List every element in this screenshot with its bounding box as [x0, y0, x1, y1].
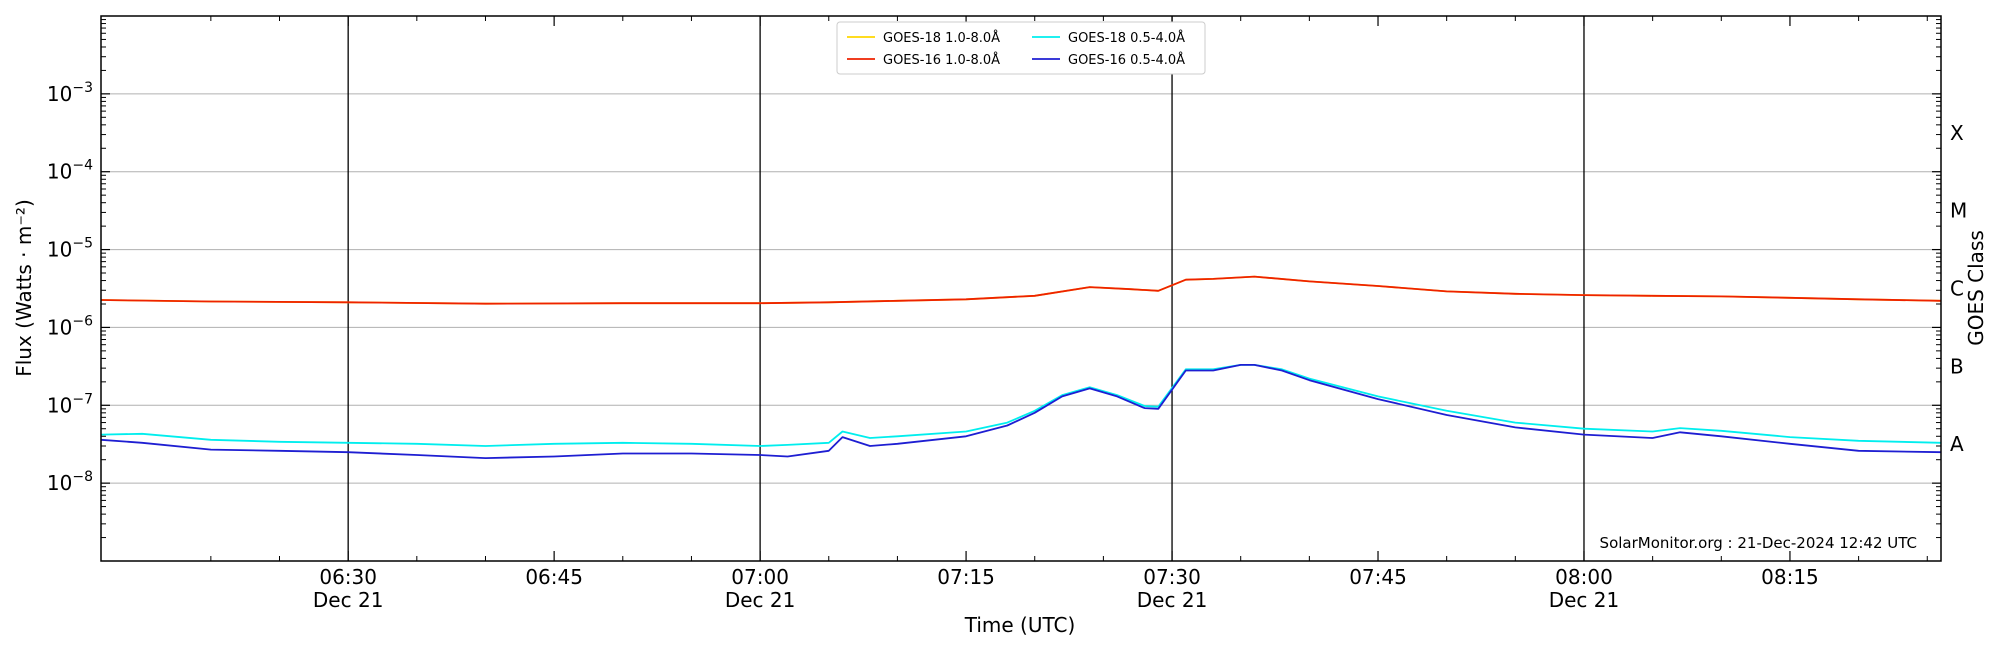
x-tick-label: 07:15: [937, 565, 995, 589]
x-tick-label: 08:15: [1761, 565, 1819, 589]
x-tick-label: 06:45: [525, 565, 583, 589]
series-line: [100, 275, 1942, 305]
series-layer: [100, 275, 1942, 460]
y-tick-label: 10−6: [47, 313, 93, 339]
plot-frame: [100, 15, 1942, 562]
x-tick-label: 07:00: [731, 565, 789, 589]
ticks-layer: [101, 16, 1941, 561]
x-tick-label: 07:45: [1349, 565, 1407, 589]
grid-layer: [101, 93, 1941, 484]
legend-label: GOES-18 1.0-8.0Å: [883, 30, 1000, 46]
x-tick-label: 06:30: [319, 565, 377, 589]
x-tick-sublabel: Dec 21: [1549, 588, 1620, 612]
legend-label: GOES-18 0.5-4.0Å: [1068, 30, 1185, 46]
y-tick-labels: 10−8 10−7 10−6 10−5 10−4 10−3: [47, 80, 93, 495]
goes-class-label: X: [1950, 121, 1964, 145]
goes-class-label: A: [1950, 432, 1964, 456]
y-tick-label: 10−5: [47, 236, 93, 262]
y-tick-label: 10−8: [47, 469, 93, 495]
watermark-text: SolarMonitor.org : 21-Dec-2024 12:42 UTC: [1600, 534, 1917, 552]
y-axis-title: Flux (Watts · m⁻²): [12, 199, 36, 377]
goes-class-label: C: [1950, 277, 1964, 301]
x-tick-sublabel: Dec 21: [725, 588, 796, 612]
x-tick-sublabel: Dec 21: [1137, 588, 1208, 612]
x-tick-label: 07:30: [1143, 565, 1201, 589]
legend-label: GOES-16 1.0-8.0Å: [883, 52, 1000, 68]
y2-axis-title: GOES Class: [1964, 230, 1988, 346]
x-axis-title: Time (UTC): [964, 613, 1076, 637]
x-tick-label: 08:00: [1555, 565, 1613, 589]
series-line: [100, 363, 1942, 460]
x-tick-sublabel: Dec 21: [313, 588, 384, 612]
series-line: [100, 275, 1942, 305]
series-line: [100, 363, 1942, 447]
goes-class-label: B: [1950, 354, 1964, 378]
goes-class-labels: A B C M X: [1950, 121, 1967, 456]
y-tick-label: 10−7: [47, 391, 93, 417]
legend-label: GOES-16 0.5-4.0Å: [1068, 52, 1185, 68]
legend-box: [836, 21, 1206, 75]
vertical-lines-layer: [347, 16, 1585, 561]
goes-class-label: M: [1950, 199, 1967, 223]
y-tick-label: 10−3: [47, 80, 93, 106]
y-tick-label: 10−4: [47, 158, 93, 184]
legend: GOES-18 1.0-8.0Å GOES-18 0.5-4.0Å GOES-16 …: [836, 21, 1206, 75]
